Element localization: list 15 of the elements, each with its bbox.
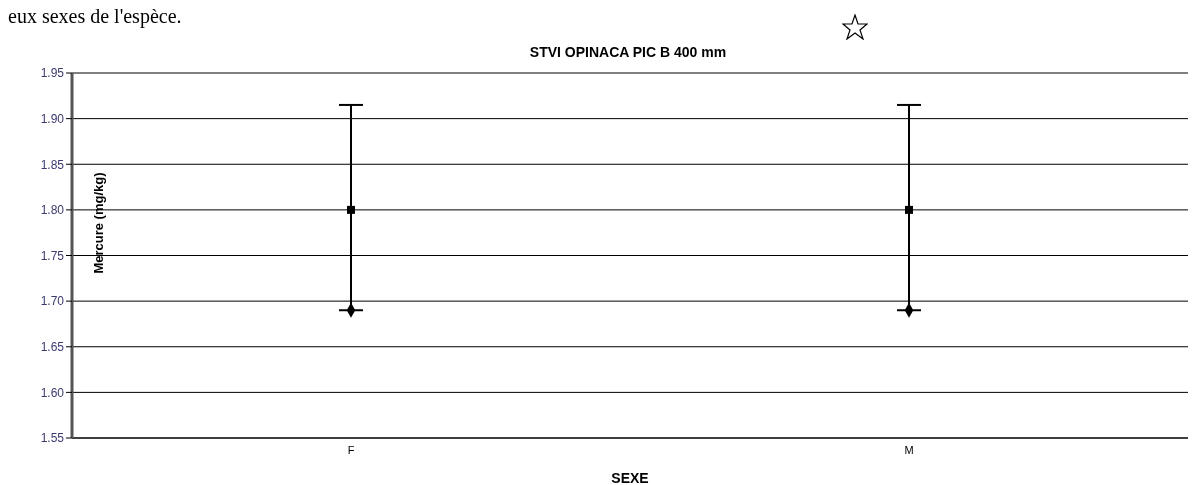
y-tick-label: 1.80 bbox=[40, 203, 65, 218]
y-tick-label: 1.75 bbox=[40, 248, 65, 263]
chart-title: STVI OPINACA PIC B 400 mm bbox=[528, 44, 728, 60]
text: eux sexes de l'espèce. bbox=[8, 4, 182, 28]
y-tick-label: 1.90 bbox=[40, 111, 65, 126]
x-axis-title: SEXE bbox=[611, 470, 649, 485]
y-tick-label: 1.55 bbox=[40, 431, 65, 446]
x-tick-label: F bbox=[347, 443, 355, 456]
y-axis-title: Mercure (mg/kg) bbox=[90, 172, 106, 274]
y-tick-label: 1.65 bbox=[40, 340, 65, 355]
x-tick-label: M bbox=[904, 443, 914, 456]
y-tick-label: 1.60 bbox=[40, 385, 65, 400]
y-tick-label: 1.95 bbox=[40, 66, 65, 81]
y-tick-label: 1.85 bbox=[40, 157, 65, 172]
y-tick-label: 1.70 bbox=[40, 294, 65, 309]
